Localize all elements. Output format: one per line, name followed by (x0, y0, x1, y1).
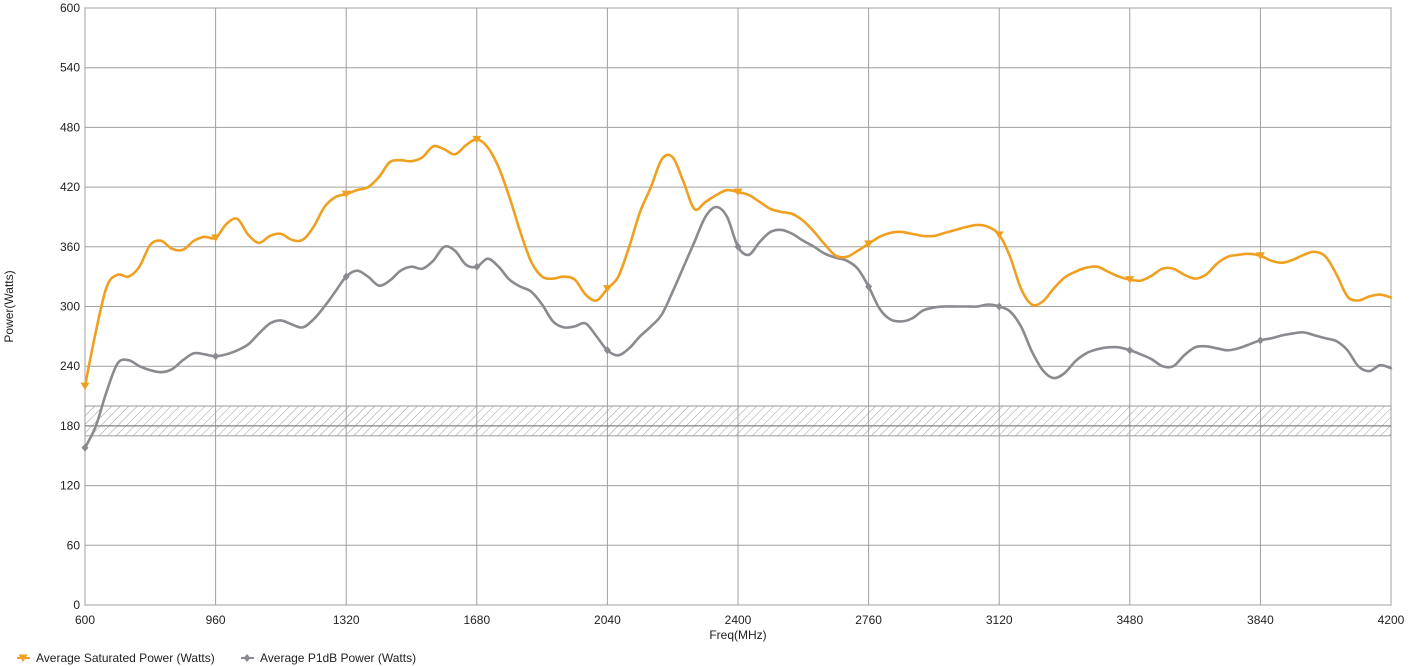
y-tick-label: 300 (60, 300, 80, 314)
data-point-marker (211, 234, 221, 242)
data-point-marker (1255, 252, 1265, 260)
x-tick-label: 1320 (333, 613, 360, 627)
y-tick-label: 480 (60, 120, 80, 134)
legend-item-p1db: Average P1dB Power (Watts) (241, 651, 416, 665)
y-tick-label: 420 (60, 180, 80, 194)
y-tick-label: 180 (60, 419, 80, 433)
series-0 (80, 135, 1393, 391)
data-point-marker (995, 302, 1003, 311)
x-tick-labels: 600 960 1320 1680 2040 2400 2760 3120 3480 3840 42… (75, 613, 1405, 627)
x-tick-label: 3120 (986, 613, 1013, 627)
y-tick-labels: 0 60 120 180 240 300 360 420 480 540 600 (60, 1, 80, 612)
x-axis-title: Freq(MHz) (709, 628, 766, 642)
y-tick-label: 240 (60, 359, 80, 373)
data-point-marker (212, 352, 220, 361)
data-point-marker (864, 240, 874, 248)
series-group (80, 135, 1393, 452)
x-tick-label: 2760 (855, 613, 882, 627)
y-tick-label: 600 (60, 1, 80, 15)
y-axis-title: Power(Watts) (2, 270, 16, 342)
x-tick-label: 1680 (463, 613, 490, 627)
x-tick-label: 960 (206, 613, 226, 627)
x-tick-label: 600 (75, 613, 95, 627)
y-tick-label: 360 (60, 240, 80, 254)
data-point-marker (603, 346, 611, 355)
data-point-marker (1125, 276, 1135, 284)
legend-marker-symbol (243, 654, 251, 662)
data-point-marker (81, 443, 89, 452)
data-point-marker (1126, 346, 1134, 355)
data-point-marker (734, 242, 742, 251)
legend: Average Saturated Power (Watts) Average … (17, 651, 416, 665)
reference-band-hatch (84, 405, 1392, 437)
y-tick-label: 540 (60, 61, 80, 75)
y-tick-label: 120 (60, 479, 80, 493)
data-point-marker (865, 282, 873, 291)
y-tick-label: 60 (67, 538, 81, 552)
data-point-marker (80, 382, 90, 391)
data-point-marker (472, 135, 482, 144)
legend-item-saturated: Average Saturated Power (Watts) (17, 651, 215, 665)
legend-label-saturated: Average Saturated Power (Watts) (36, 651, 215, 665)
data-point-marker (1256, 336, 1264, 345)
data-point-marker (341, 190, 351, 199)
x-tick-label: 3840 (1247, 613, 1274, 627)
x-tick-label: 2400 (725, 613, 752, 627)
x-tick-label: 3480 (1116, 613, 1143, 627)
data-point-marker (994, 231, 1004, 239)
data-point-marker (733, 188, 743, 197)
x-tick-label: 2040 (594, 613, 621, 627)
data-point-marker (473, 262, 481, 271)
legend-label-p1db: Average P1dB Power (Watts) (260, 651, 416, 665)
x-tick-label: 4200 (1378, 613, 1405, 627)
legend-marker-p1db (241, 654, 254, 662)
data-point-marker (602, 285, 612, 293)
data-point-marker (342, 272, 350, 281)
legend-marker-saturated (17, 654, 30, 662)
reference-band (84, 405, 1392, 437)
y-tick-label: 0 (73, 598, 80, 612)
series-1 (81, 205, 1393, 452)
